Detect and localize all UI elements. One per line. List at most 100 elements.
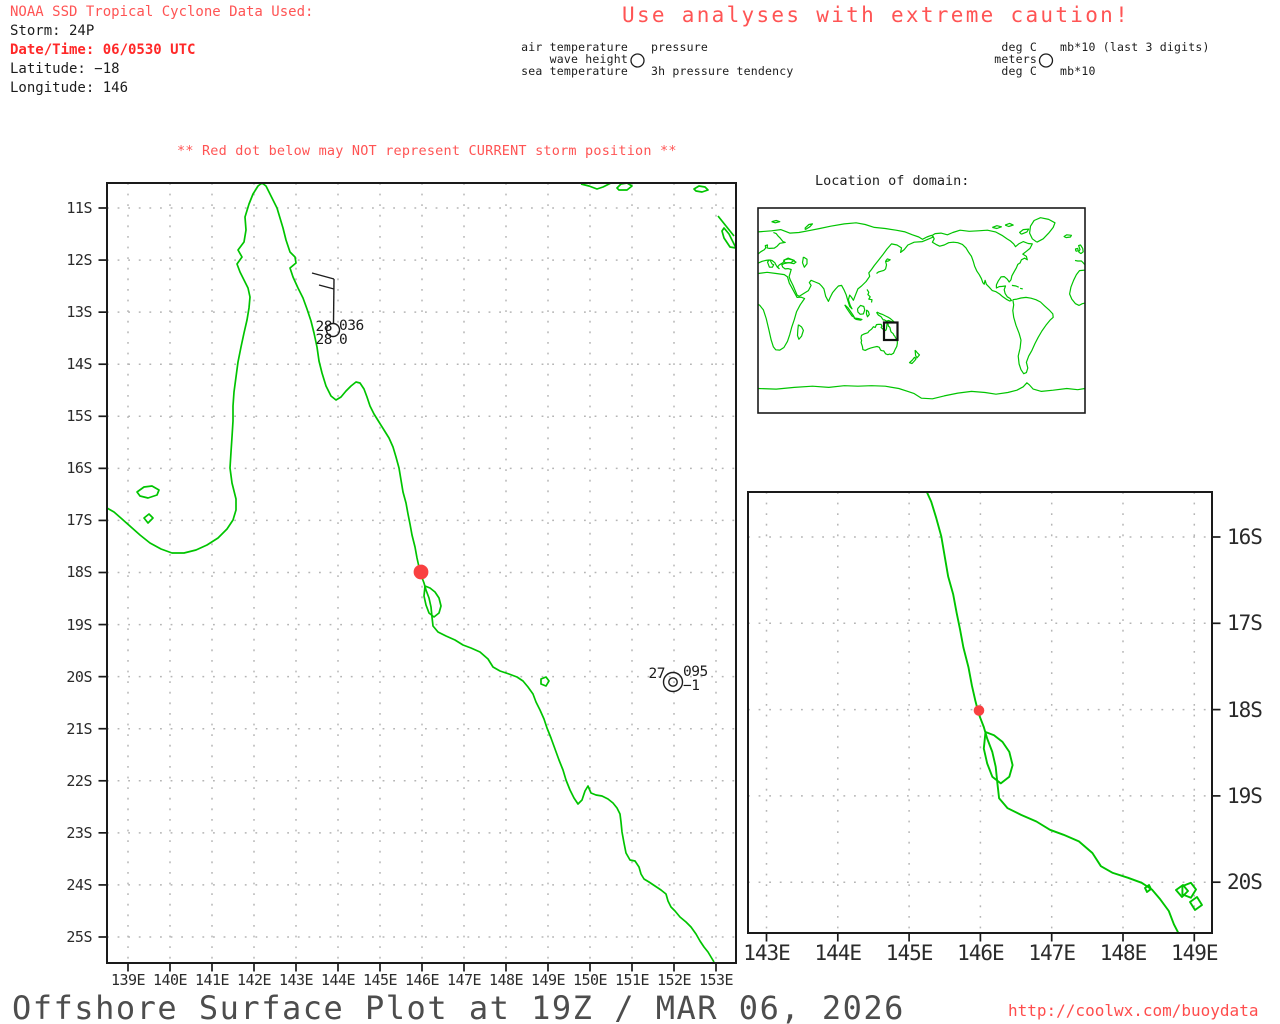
inset-map-frame bbox=[747, 491, 1213, 934]
main-map-frame bbox=[106, 182, 737, 964]
station2-tendency: −1 bbox=[683, 678, 699, 694]
main-x-axis-label: 153E bbox=[698, 971, 734, 989]
main-x-axis-label: 150E bbox=[572, 971, 608, 989]
palm-island bbox=[540, 676, 550, 687]
inset-x-axis-label: 144E bbox=[814, 941, 863, 965]
world-coast-segment bbox=[856, 304, 866, 315]
world-coast-segment bbox=[908, 356, 917, 365]
world-coast-segment bbox=[992, 225, 1002, 230]
inset-y-axis-label: 19S bbox=[1227, 783, 1263, 808]
station1-wind-barb-half bbox=[318, 284, 335, 290]
main-y-axis-label: 20S bbox=[66, 667, 92, 686]
legend-meters: meters bbox=[994, 52, 1037, 66]
main-x-axis-label: 151E bbox=[614, 971, 650, 989]
world-coast-segment bbox=[865, 309, 870, 318]
world-coast-segment bbox=[1063, 234, 1072, 239]
world-coast-segment bbox=[804, 223, 814, 231]
island bbox=[721, 227, 736, 249]
legend-degc-top: deg C bbox=[1001, 40, 1037, 54]
station2-outer-circle bbox=[662, 671, 684, 693]
png-coast-fragment bbox=[717, 215, 735, 237]
legend-air-temp-label: air temperature bbox=[521, 40, 628, 54]
inset-island bbox=[1175, 884, 1189, 898]
world-coast-segment bbox=[1029, 217, 1056, 243]
main-x-axis-label: 140E bbox=[152, 971, 188, 989]
world-coast-segment bbox=[1074, 259, 1086, 266]
inset-y-axis-label: 18S bbox=[1227, 697, 1263, 722]
inset-hinchinbrook-island bbox=[982, 731, 1014, 785]
inset-queensland-coast bbox=[925, 492, 1180, 933]
storm-id: Storm: 24P bbox=[10, 23, 95, 39]
world-coast-segment bbox=[876, 258, 891, 274]
island bbox=[257, 172, 266, 180]
storm-longitude: Longitude: 146 bbox=[10, 80, 129, 96]
station2-inner-circle bbox=[668, 677, 678, 687]
inset-island bbox=[1144, 884, 1152, 893]
world-coast-segment bbox=[860, 322, 898, 356]
station-plot-1-values: 28 036 28 0 bbox=[316, 318, 365, 348]
noaa-source-line: NOAA SSD Tropical Cyclone Data Used: bbox=[10, 4, 314, 20]
island bbox=[693, 185, 709, 193]
station2-pressure: 095 bbox=[683, 664, 708, 680]
inset-y-axis-label: 16S bbox=[1227, 525, 1263, 549]
main-y-axis-label: 19S bbox=[66, 615, 92, 634]
world-coast-segment bbox=[876, 311, 896, 323]
main-x-axis-label: 146E bbox=[404, 971, 440, 989]
world-coast-segment bbox=[914, 349, 921, 359]
inset-y-axis-label: 17S bbox=[1227, 611, 1263, 636]
inset-map-coastline bbox=[925, 492, 1203, 933]
main-y-axis-label: 21S bbox=[66, 719, 92, 738]
station1-wind-staff bbox=[332, 278, 335, 324]
main-y-axis-label: 11S bbox=[66, 199, 92, 217]
main-y-axis-label: 16S bbox=[66, 459, 92, 478]
station-plot-2 bbox=[662, 671, 684, 693]
world-coast-segment bbox=[1012, 296, 1054, 375]
main-x-axis-label: 147E bbox=[446, 971, 482, 989]
main-x-axis-label: 145E bbox=[362, 971, 398, 989]
source-url: http://coolwx.com/buoydata bbox=[1008, 1001, 1259, 1020]
inset-x-axis-label: 147E bbox=[1028, 941, 1076, 965]
inset-y-axis-label: 20S bbox=[1227, 870, 1263, 895]
world-coast-segment bbox=[1074, 247, 1079, 252]
world-coast-segment bbox=[757, 382, 1086, 400]
axis-ticks bbox=[98, 207, 1221, 972]
main-y-axis-label: 13S bbox=[66, 303, 92, 322]
storm-datetime: Date/Time: 06/0530 UTC bbox=[10, 42, 196, 58]
main-x-axis-label: 148E bbox=[488, 971, 524, 989]
storm-latitude: Latitude: −18 bbox=[10, 61, 120, 77]
caution-headline: Use analyses with extreme caution! bbox=[622, 3, 1131, 27]
world-coast-segment bbox=[1019, 228, 1030, 235]
main-x-axis-label: 149E bbox=[530, 971, 566, 989]
hinchinbrook-island bbox=[423, 585, 442, 618]
main-x-axis-label: 143E bbox=[278, 971, 314, 989]
main-x-axis-label: 152E bbox=[656, 971, 692, 989]
legend-mb10-digits: mb*10 (last 3 digits) bbox=[1060, 40, 1210, 54]
world-coast-segment bbox=[1069, 269, 1086, 306]
main-x-axis-label: 144E bbox=[320, 971, 356, 989]
inset-island bbox=[1189, 896, 1203, 911]
world-map-coastline bbox=[757, 217, 1086, 400]
plot-title: Offshore Surface Plot at 19Z / MAR 06, 2… bbox=[12, 989, 905, 1024]
world-coast-segment bbox=[844, 304, 855, 318]
world-coast-segment bbox=[757, 222, 934, 310]
island bbox=[136, 485, 160, 499]
inset-x-axis-label: 149E bbox=[1171, 941, 1219, 965]
inset-x-axis-label: 146E bbox=[957, 941, 1005, 965]
main-y-axis-label: 24S bbox=[66, 875, 92, 894]
station1-sea-temp: 28 bbox=[316, 332, 332, 348]
world-coast-segment bbox=[1011, 284, 1019, 288]
main-y-axis-label: 12S bbox=[66, 251, 92, 270]
station1-tendency: 0 bbox=[339, 332, 347, 348]
main-map-coastline bbox=[107, 172, 736, 963]
main-y-axis-label: 25S bbox=[66, 927, 92, 946]
world-coast-segment bbox=[796, 324, 804, 340]
world-map-frame bbox=[757, 207, 1086, 414]
world-coast-segment bbox=[1019, 287, 1023, 290]
inset-x-axis-label: 145E bbox=[885, 941, 934, 965]
queensland-coast bbox=[107, 183, 715, 963]
main-y-axis-label: 18S bbox=[66, 563, 92, 582]
storm-dot-inset bbox=[973, 705, 985, 716]
storm-dot-main bbox=[413, 564, 429, 580]
